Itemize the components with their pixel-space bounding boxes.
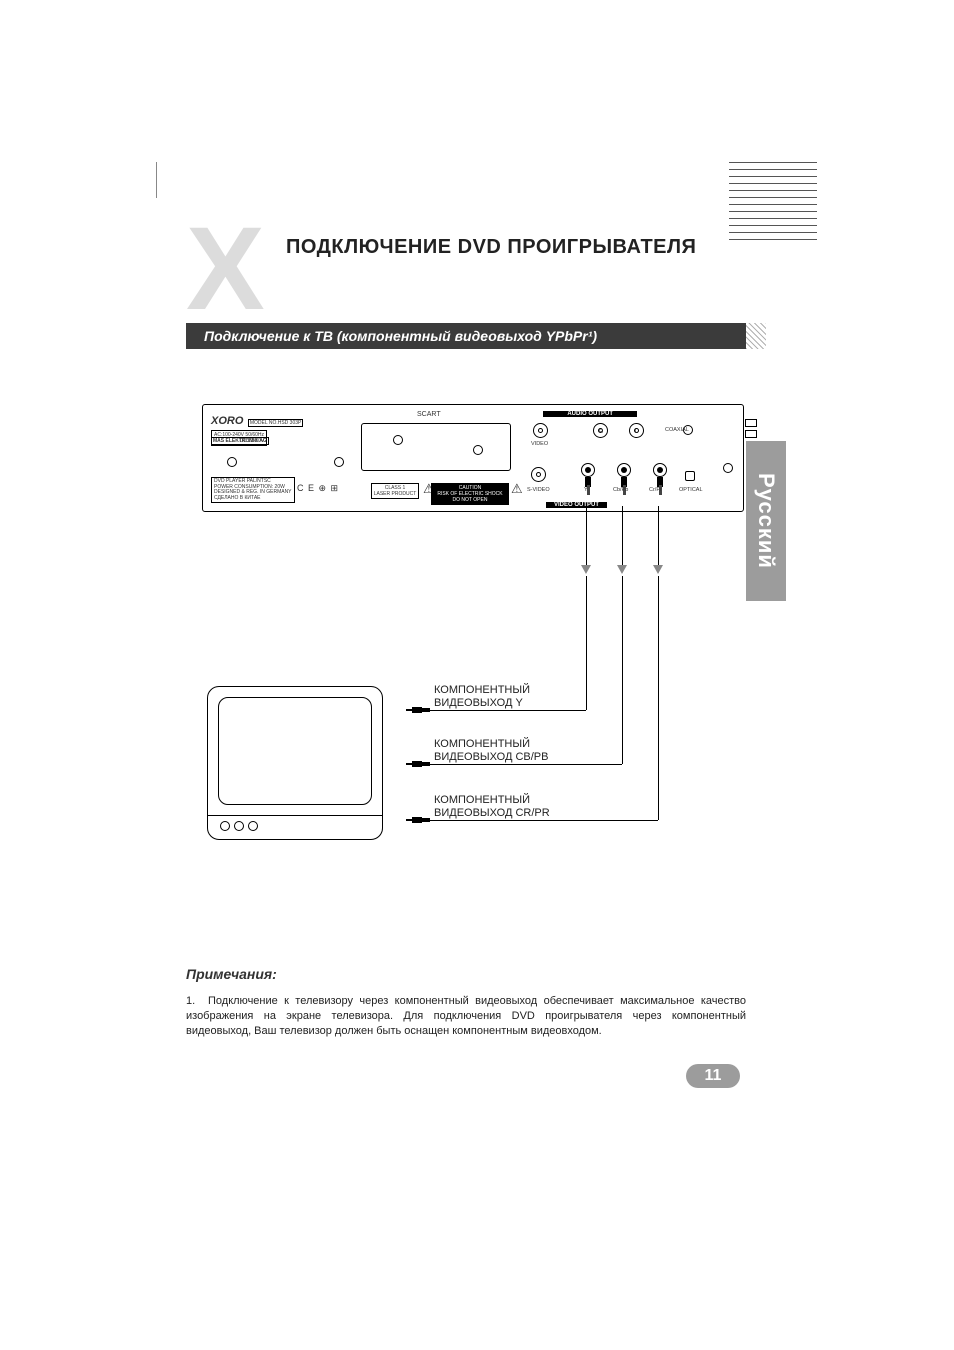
cr-label: Cr/Pr [649,487,662,493]
arrow-down-icon [617,565,627,574]
scart-port [361,423,511,471]
tv-screen [218,697,372,805]
screw-hole [723,463,733,473]
rca-plug-icon [406,816,430,824]
cable-label-text: ВИДЕОВЫХОД Y [434,697,523,709]
cable-label-cb: КОМПОНЕНТНЫЙ ВИДЕОВЫХОД CB/PB [434,738,548,764]
notes-heading: Примечания: [186,966,277,982]
caution-label: CAUTION RISK OF ELECTRIC SHOCK DO NOT OP… [431,483,509,505]
tv-knob [234,821,244,831]
warning-triangle-icon: ⚠ [511,481,523,497]
audio-l-label: L [635,429,638,435]
dc-line: DC:12-30V [239,438,264,444]
screw-hole [227,457,237,467]
language-tab-label: Русский [753,473,779,569]
ac-line: AC:100-240V 50/60Hz [214,432,264,438]
mount-slot-icon [745,419,757,441]
dvd-back-panel: XORO MODEL NO.HSD 303P MAS ELEKTRONIK AG… [202,404,744,512]
cable-label-text: ВИДЕОВЫХОД CB/PB [434,751,548,763]
screw-hole [473,445,483,455]
audio-output-label: AUDIO OUTPUT [543,411,637,417]
subtitle-dots [746,323,766,349]
section-subtitle: Подключение к ТВ (компонентный видеовыхо… [186,323,746,349]
scart-label: SCART [417,411,441,418]
rca-plug-icon [406,706,430,714]
watermark-x: X [186,222,265,316]
screw-hole [393,435,403,445]
cable-label-text: КОМПОНЕНТНЫЙ [434,794,530,806]
header-barcode [729,162,817,248]
cable-line-cr [658,506,659,566]
class1-label: CLASS 1 LASER PRODUCT [371,483,419,499]
notes-body: 1.Подключение к телевизору через компоне… [186,994,746,1039]
arrow-down-icon [653,565,663,574]
cable-line-cb [622,506,623,566]
cable-label-text: КОМПОНЕНТНЫЙ [434,684,530,696]
arrow-down-icon [581,565,591,574]
svideo-jack [531,467,546,482]
svideo-label: S-VIDEO [527,487,550,493]
y-label: Y [584,487,588,493]
note-number: 1. [186,994,208,1009]
rca-plug-icon [406,760,430,768]
video-jack [533,423,548,438]
brand-logo: XORO [211,415,243,427]
tv-knob [220,821,230,831]
margin-tick [156,162,157,198]
power-spec: AC:100-240V 50/60Hz DC:12-30V [211,430,267,446]
cable-line-cr [658,576,659,820]
dvd-spec-box: DVD PLAYER PAL/NTSC POWER CONSUMPTION: 2… [211,477,295,503]
tv-knob [248,821,258,831]
note-text: Подключение к телевизору через компонент… [186,995,746,1037]
language-tab: Русский [746,441,786,601]
screw-hole [334,457,344,467]
page-title: ПОДКЛЮЧЕНИЕ DVD ПРОИГРЫВАТЕЛЯ [286,236,696,259]
optical-jack [685,471,695,481]
optical-label: OPTICAL [679,487,703,493]
video-jack-label: VIDEO [531,441,548,447]
tv-diagram [207,686,383,840]
cable-label-y: КОМПОНЕНТНЫЙ ВИДЕОВЫХОД Y [434,684,530,710]
model-number: MODEL NO.HSD 303P [248,419,304,427]
page-number-pill: 11 [686,1064,740,1088]
cable-label-text: ВИДЕОВЫХОД CR/PR [434,807,550,819]
cable-line-y [586,576,587,710]
cb-label: Cb/Pb [613,487,628,493]
cable-label-cr: КОМПОНЕНТНЫЙ ВИДЕОВЫХОД CR/PR [434,794,550,820]
coaxial-label: COAXIAL [665,427,689,433]
cable-line-y [586,506,587,566]
cable-line-cb [622,576,623,764]
compliance-marks: C E ⊕ ⊞ [297,483,339,494]
audio-r-label: R [599,429,603,435]
cable-label-text: КОМПОНЕНТНЫЙ [434,738,530,750]
video-output-label: VIDEO OUTPUT [546,502,607,508]
page-number: 11 [705,1067,722,1085]
